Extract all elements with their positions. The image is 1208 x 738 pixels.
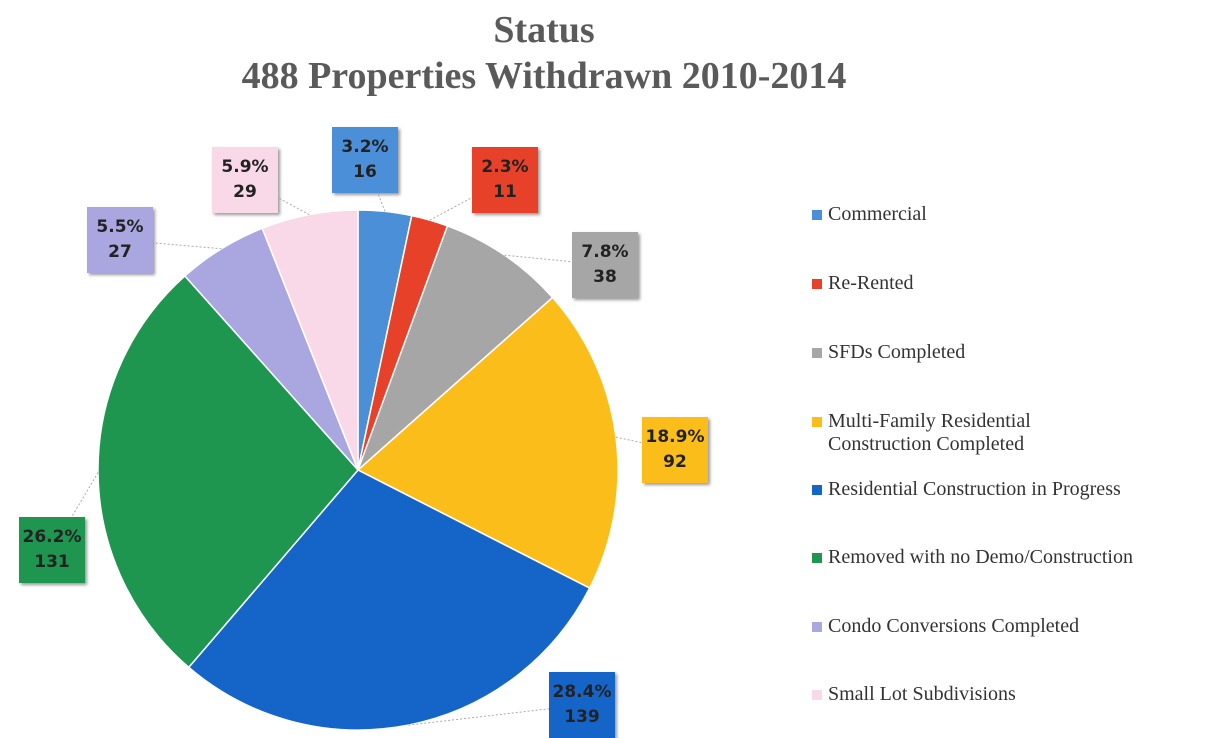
data-label: 5.5% 27 [87, 207, 153, 273]
percent-label: 18.9% [645, 426, 705, 447]
chart-subtitle: 488 Properties Withdrawn 2010-2014 [241, 55, 847, 97]
data-label: 26.2% 131 [19, 517, 85, 583]
legend-label: Residential Construction in Progress [828, 478, 1121, 500]
percent-label: 5.5% [96, 216, 144, 237]
legend-swatch [812, 348, 822, 358]
data-label: 28.4% 139 [549, 672, 615, 738]
count-label: 38 [593, 267, 617, 287]
legend-item: SFDs Completed [812, 341, 1202, 364]
count-label: 27 [108, 242, 132, 262]
legend-swatch [812, 417, 822, 427]
legend-label: Removed with no Demo/Construction [828, 546, 1133, 568]
legend-label: Small Lot Subdivisions [828, 683, 1016, 705]
percent-label: 5.9% [221, 156, 269, 177]
count-label: 92 [663, 452, 687, 472]
legend-swatch [812, 485, 822, 495]
count-label: 131 [34, 552, 70, 572]
legend-item: Re-Rented [812, 272, 1202, 295]
legend-label: Commercial [828, 203, 927, 225]
legend-item: Small Lot Subdivisions [812, 683, 1202, 706]
legend-swatch [812, 279, 822, 289]
data-label: 5.9% 29 [212, 147, 278, 213]
data-label: 3.2% 16 [332, 127, 398, 193]
count-label: 11 [493, 182, 517, 202]
count-label: 139 [564, 707, 600, 727]
legend-label: SFDs Completed [828, 341, 966, 363]
legend-item: Removed with no Demo/Construction [812, 546, 1202, 569]
legend-swatch [812, 553, 822, 563]
legend-swatch [812, 210, 822, 220]
count-label: 16 [353, 162, 377, 182]
legend-swatch [812, 622, 822, 632]
pie-slice [261, 209, 359, 471]
legend-label: Multi-Family Residential Construction Co… [828, 410, 1031, 455]
legend-item: Multi-Family Residential Construction Co… [812, 410, 1082, 456]
data-label: 18.9% 92 [642, 417, 708, 483]
chart-title: Status [493, 9, 595, 51]
legend-label: Re-Rented [828, 272, 914, 294]
leader-line [51, 472, 99, 551]
legend-item: Condo Conversions Completed [812, 615, 1202, 638]
percent-label: 26.2% [22, 526, 82, 547]
data-label: 7.8% 38 [572, 232, 638, 298]
pie-slice [187, 469, 591, 731]
legend-item: Commercial [812, 203, 1202, 226]
data-label: 2.3% 11 [472, 147, 538, 213]
pie-slice [97, 274, 359, 669]
legend-item: Residential Construction in Progress [812, 478, 1202, 501]
legend-label: Condo Conversions Completed [828, 615, 1080, 637]
count-label: 29 [233, 182, 257, 202]
percent-label: 3.2% [341, 136, 389, 157]
legend-swatch [812, 690, 822, 700]
percent-label: 28.4% [552, 681, 612, 702]
percent-label: 2.3% [481, 156, 529, 177]
percent-label: 7.8% [581, 241, 629, 262]
